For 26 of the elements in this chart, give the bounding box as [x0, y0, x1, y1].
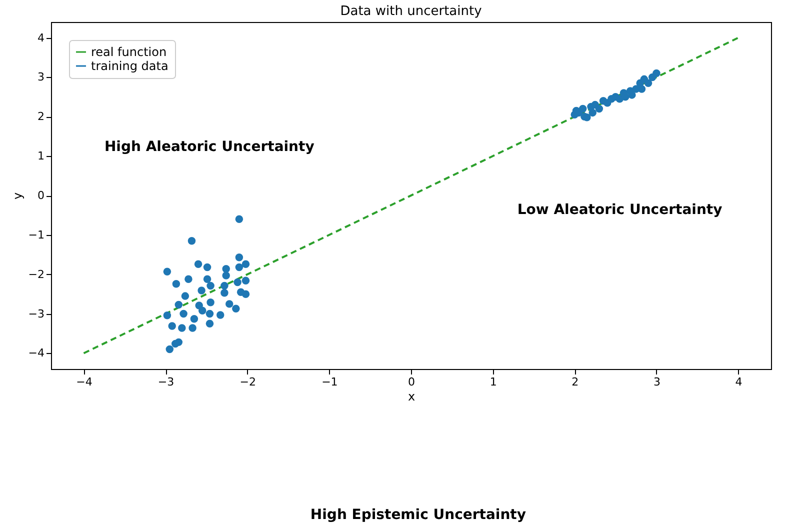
legend-label: real function [91, 45, 167, 59]
annotation: Low Aleatoric Uncertainty [517, 202, 722, 218]
annotation: High Aleatoric Uncertainty [104, 139, 314, 155]
x-tick-label: −1 [322, 376, 338, 388]
y-tick-label: 1 [38, 150, 44, 163]
x-tick-label: 1 [490, 376, 497, 388]
y-tick-label: 3 [38, 70, 44, 84]
x-tick-label: 4 [735, 376, 742, 388]
x-axis-title: x [408, 390, 416, 404]
y-tick-label: −3 [28, 307, 44, 320]
x-tick-label: 3 [653, 376, 660, 388]
y-tick-label: 0 [38, 189, 44, 202]
x-tick-label: −3 [158, 376, 174, 388]
text: High Epistemic Uncertainty [310, 507, 526, 523]
y-tick-label: 4 [38, 31, 44, 44]
y-tick-label: −4 [28, 346, 44, 360]
y-tick-label: −1 [28, 228, 44, 242]
legend-label: training data [91, 59, 168, 73]
x-tick-label: 2 [572, 376, 579, 388]
x-tick-label: −4 [76, 376, 92, 388]
y-tick-label: 2 [38, 110, 44, 124]
y-axis-title: y [10, 192, 24, 200]
x-tick-label: −2 [240, 376, 256, 388]
y-tick-label: −2 [28, 268, 44, 281]
chart-title: Data with uncertainty [340, 4, 482, 19]
x-tick-label: 0 [408, 376, 415, 388]
